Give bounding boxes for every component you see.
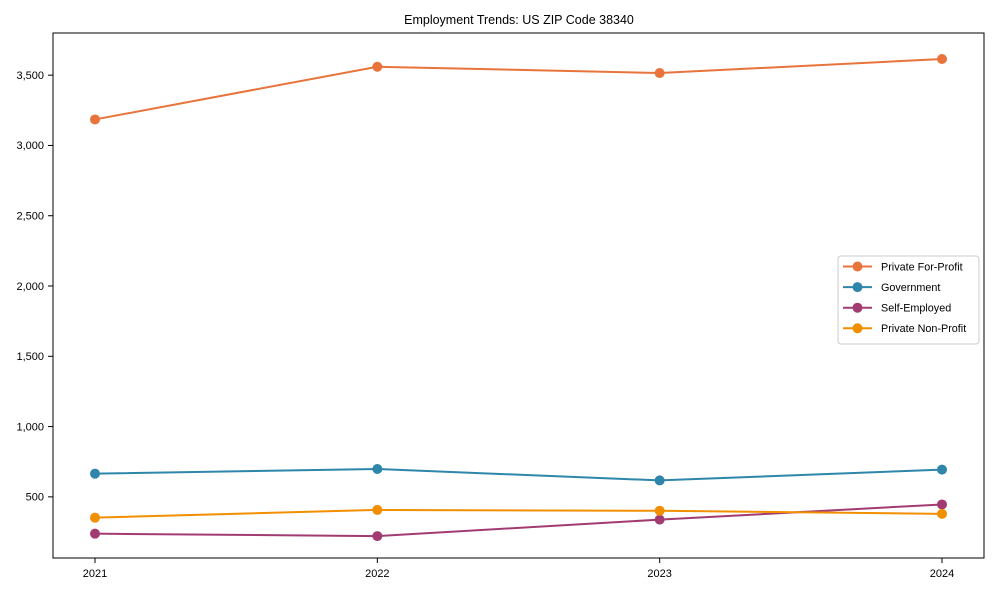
data-point-private-non-profit-2024 — [937, 508, 947, 519]
data-point-government-2022 — [372, 464, 383, 475]
y-tick-label: 1,500 — [16, 351, 44, 363]
data-point-private-non-profit-2023 — [654, 505, 665, 516]
data-point-private-for-profit-2023 — [654, 68, 665, 79]
legend-marker-private-for-profit — [852, 261, 863, 272]
series-line-private-non-profit — [94, 508, 943, 519]
x-tick-label: 2024 — [930, 568, 954, 580]
data-point-self-employed-2024 — [937, 499, 947, 510]
legend-marker-government — [852, 282, 863, 293]
x-tick-label: 2023 — [647, 568, 671, 580]
y-tick-label: 500 — [26, 492, 44, 504]
x-tick-label: 2022 — [365, 568, 389, 580]
data-point-government-2023 — [654, 475, 665, 486]
y-tick-label: 3,500 — [16, 70, 44, 82]
chart-title: Employment Trends: US ZIP Code 38340 — [404, 13, 634, 27]
data-point-self-employed-2022 — [372, 531, 383, 542]
data-point-private-for-profit-2021 — [90, 114, 100, 125]
data-point-private-for-profit-2024 — [937, 54, 947, 65]
legend-marker-self-employed — [852, 302, 863, 313]
y-tick-label: 2,500 — [16, 211, 44, 223]
legend-label-government: Government — [881, 282, 940, 294]
data-point-private-for-profit-2022 — [372, 61, 383, 72]
y-tick-label: 1,000 — [16, 421, 44, 433]
legend-label-private-for-profit: Private For-Profit — [881, 261, 963, 273]
y-tick-label: 2,000 — [16, 281, 44, 293]
legend-label-self-employed: Self-Employed — [881, 303, 951, 315]
data-point-private-non-profit-2022 — [372, 504, 383, 515]
data-point-government-2024 — [937, 464, 947, 475]
legend-label-private-non-profit: Private Non-Profit — [881, 323, 966, 335]
x-tick-label: 2021 — [83, 568, 107, 580]
data-point-government-2021 — [90, 468, 100, 479]
y-tick-label: 3,000 — [16, 140, 44, 152]
data-point-private-non-profit-2021 — [90, 512, 100, 523]
series-lines — [90, 54, 947, 542]
plot-area-border — [52, 32, 985, 559]
series-line-government — [94, 468, 943, 482]
series-line-private-for-profit — [94, 58, 943, 121]
y-axis: 500 1,000 1,500 2,000 2,500 3,000 3,500 — [16, 70, 53, 504]
data-point-self-employed-2023 — [654, 514, 665, 525]
legend-box — [837, 255, 980, 345]
legend-marker-private-non-profit — [852, 323, 863, 334]
series-line-self-employed — [94, 503, 943, 538]
data-point-self-employed-2021 — [90, 528, 100, 539]
x-axis: 2021 2022 2023 2024 — [83, 558, 954, 580]
legend: Private For-Profit Government Self-Employe… — [837, 255, 980, 345]
